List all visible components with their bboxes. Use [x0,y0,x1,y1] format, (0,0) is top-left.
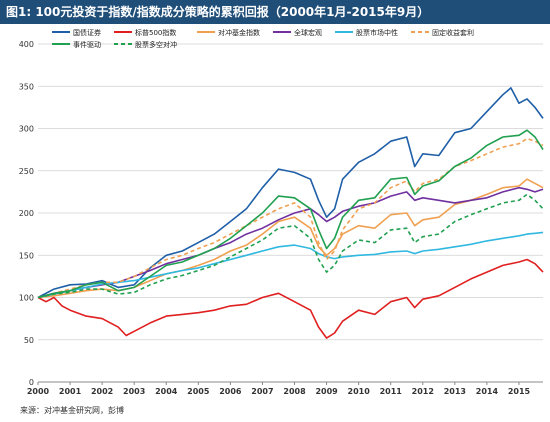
series-line-4 [37,231,544,299]
x-tick-label: 2014 [476,387,499,396]
gridlines [38,43,543,383]
legend-label-1: 标普500指数 [135,28,176,37]
chart-title: 图1: 100元投资于指数/指数成分策略的累积回报（2000年1月-2015年9… [0,0,550,24]
y-tick-label: 350 [19,82,34,91]
y-tick-label: 200 [19,209,34,218]
x-tick-label: 2010 [348,387,371,396]
legend-label-5: 固定收益套利 [432,28,474,37]
x-tick-label: 2007 [251,387,273,396]
legend-label-6: 事件驱动 [73,40,101,49]
series-line-0 [37,87,544,299]
x-tick-label: 2012 [412,387,434,396]
chart-plot: 0 50 100 150 200 250 300 350 400 2000 2001 2002 2003… [19,28,544,396]
y-tick-label: 300 [19,125,34,134]
x-tick-label: 2001 [59,387,82,396]
series-line-1 [37,258,544,339]
legend-label-3: 全球宏观 [294,28,322,37]
y-tick-label: 400 [19,40,34,49]
x-tick-label: 2004 [155,387,178,396]
x-tick-label: 2011 [380,387,403,396]
legend-label-4: 股票市场中性 [356,28,398,37]
x-tick-label: 2000 [27,387,50,396]
y-tick-label: 250 [19,167,34,176]
legend-label-2: 对冲基金指数 [218,28,260,37]
x-tick-label: 2009 [315,387,338,396]
x-tick-label: 2006 [219,387,242,396]
y-tick-label: 150 [19,251,34,260]
axes: 0 50 100 150 200 250 300 350 400 2000 2001 2002 2003… [19,40,543,396]
source-note: 来源：对冲基金研究网，彭博 [20,406,124,415]
legend-label-0: 国债证券 [73,28,101,37]
x-tick-label: 2003 [123,387,145,396]
x-tick-label: 2013 [444,387,466,396]
x-tick-label: 2008 [283,387,306,396]
series-line-5 [37,137,544,299]
y-tick-label: 50 [24,336,34,345]
x-tick-label: 2005 [187,387,210,396]
series-line-6 [37,129,544,299]
x-tick-label: 2002 [91,387,113,396]
y-tick-label: 100 [19,294,34,303]
y-tick-label: 0 [29,378,34,387]
legend-label-7: 股票多空对冲 [135,40,177,49]
series-line-7 [37,193,544,299]
series-lines [37,87,544,339]
x-tick-label: 2015 [508,387,531,396]
